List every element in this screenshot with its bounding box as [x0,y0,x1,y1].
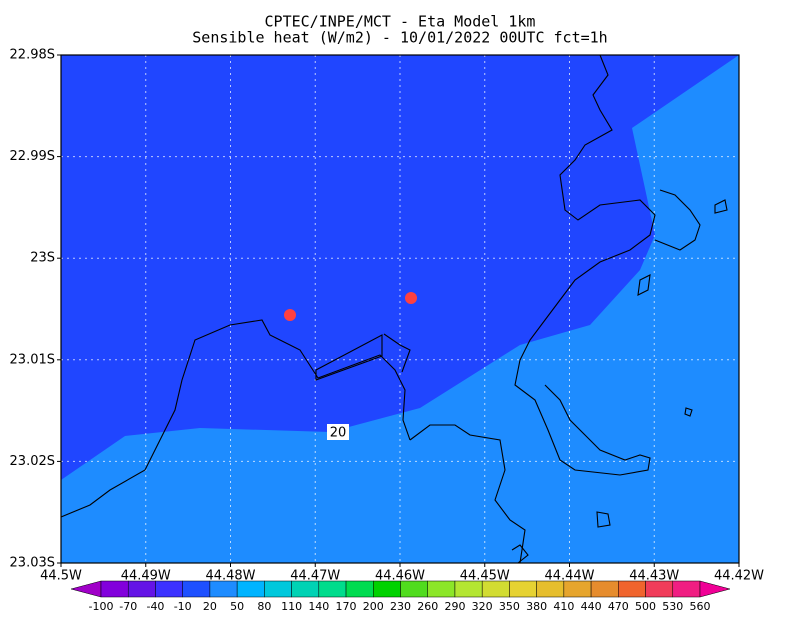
x-tick-label: 44.47W [290,569,340,584]
colorbar-box [618,580,646,598]
colorbar-label: 260 [417,600,438,613]
subtitle: Sensible heat (W/m2) - 10/01/2022 00UTC … [192,29,607,47]
colorbar-label: 350 [499,600,520,613]
colorbar-label: 500 [635,600,656,613]
y-tick-label: 23S [30,251,55,266]
y-tick-label: 23.03S [10,556,55,571]
station-marker [284,309,296,321]
y-tick-label: 23.02S [10,454,55,469]
x-tick-label: 44.42W [714,569,764,584]
colorbar-box [264,580,292,598]
colorbar-box [155,580,183,598]
colorbar-label: 20 [203,600,217,613]
colorbar-box [100,580,129,598]
colorbar-label: 170 [336,600,357,613]
colorbar-label: 470 [608,600,629,613]
colorbar-box [645,580,674,598]
colorbar-box [291,580,320,598]
colorbar-label: 320 [472,600,493,613]
colorbar-label: -40 [146,600,164,613]
colorbar-box [127,580,156,598]
station-marker [405,292,417,304]
x-tick-label: 44.44W [544,569,594,584]
colorbar-label: 80 [257,600,271,613]
field-region [61,55,739,563]
colorbar-box [345,580,374,598]
colorbar-label: 440 [581,600,602,613]
colorbar-label: 560 [690,600,711,613]
colorbar-triangle [699,580,731,598]
colorbar-box [536,580,565,598]
coastline [60,54,728,564]
colorbar-label: 110 [281,600,302,613]
y-tick-label: 23.01S [10,352,55,367]
colorbar-box [481,580,510,598]
y-tick-label: 22.99S [10,149,55,164]
x-tick-label: 44.5W [40,569,82,584]
contour-label-box [327,424,349,440]
colorbar-box [318,580,347,598]
colorbar-box [400,580,428,598]
colorbar-label: 50 [230,600,244,613]
colorbar-box [563,580,592,598]
colorbar-box [454,580,483,598]
x-tick-label: 44.43W [629,569,679,584]
x-tick-label: 44.45W [460,569,510,584]
colorbar-label: 230 [390,600,411,613]
grid [61,55,739,563]
colorbar-box [209,580,238,598]
x-tick-label: 44.49W [121,569,171,584]
colorbar-label: -70 [119,600,137,613]
colorbar-box [509,580,537,598]
colorbar-label: 200 [363,600,384,613]
colorbar-box [672,580,701,598]
colorbar-label: 410 [553,600,574,613]
y-tick-label: 22.98S [10,48,55,63]
colorbar-label: -100 [89,600,114,613]
colorbar-box [373,580,401,598]
title: CPTEC/INPE/MCT - Eta Model 1km [265,13,536,31]
colorbar-box [590,580,619,598]
contour-label: 20 [330,426,347,441]
colorbar-label: -10 [174,600,192,613]
colorbar-label: 380 [526,600,547,613]
colorbar-box [236,580,265,598]
colorbar-box [427,580,456,598]
x-tick-label: 44.46W [375,569,425,584]
x-tick-label: 44.48W [205,569,255,584]
colorbar-box [182,580,211,598]
colorbar-label: 140 [308,600,329,613]
colorbar-label: 530 [662,600,683,613]
colorbar-label: 290 [444,600,465,613]
